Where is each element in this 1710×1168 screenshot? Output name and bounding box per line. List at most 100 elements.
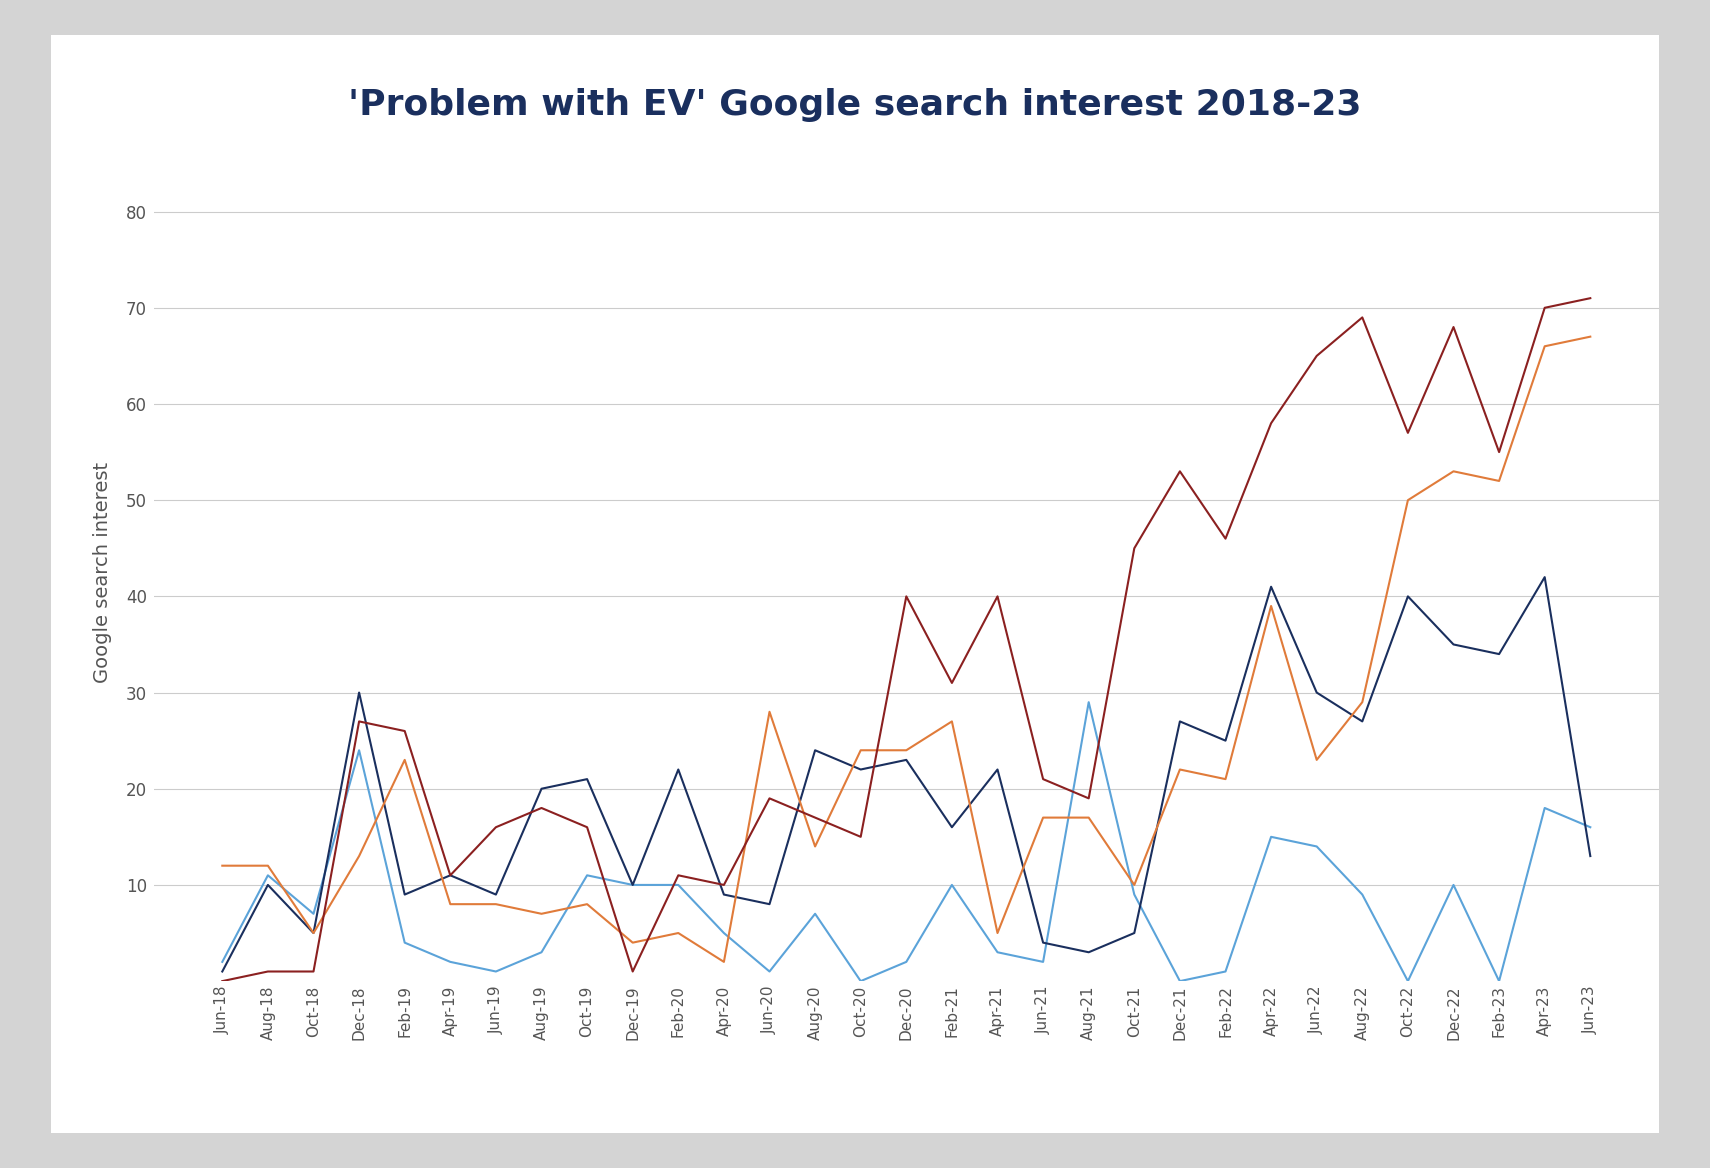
EV expensive	[258, 965, 279, 979]
EV out of range	[1079, 695, 1100, 709]
EV expensive	[669, 868, 689, 882]
EV out of range	[1260, 829, 1281, 843]
Line: EV not charging: EV not charging	[222, 336, 1590, 962]
EV not charging	[1397, 493, 1418, 507]
EV not charging	[486, 897, 506, 911]
EV out of range	[532, 945, 552, 959]
EV expensive	[303, 965, 323, 979]
EV not working	[669, 763, 689, 777]
EV expensive	[1397, 426, 1418, 440]
EV not working	[395, 888, 416, 902]
EV not charging	[850, 743, 870, 757]
EV not working	[1033, 936, 1053, 950]
EV out of range	[759, 965, 780, 979]
EV not charging	[987, 926, 1007, 940]
EV not charging	[669, 926, 689, 940]
EV expensive	[1353, 311, 1373, 325]
EV expensive	[1260, 416, 1281, 430]
EV not charging	[1534, 339, 1554, 353]
Text: 'Problem with EV' Google search interest 2018-23: 'Problem with EV' Google search interest…	[349, 88, 1361, 123]
EV expensive	[1534, 301, 1554, 315]
EV not working	[622, 878, 643, 892]
EV expensive	[1306, 349, 1327, 363]
EV expensive	[850, 829, 870, 843]
Y-axis label: Google search interest: Google search interest	[92, 461, 111, 683]
EV not charging	[349, 849, 369, 863]
EV expensive	[1580, 291, 1601, 305]
EV expensive	[805, 811, 826, 825]
EV expensive	[1079, 792, 1100, 806]
EV not charging	[1033, 811, 1053, 825]
EV out of range	[669, 878, 689, 892]
EV not charging	[395, 753, 416, 767]
EV out of range	[805, 906, 826, 920]
EV not charging	[1353, 695, 1373, 709]
EV not charging	[942, 715, 963, 729]
EV not charging	[1306, 753, 1327, 767]
Line: EV not working: EV not working	[222, 577, 1590, 972]
EV out of range	[1443, 878, 1464, 892]
EV out of range	[349, 743, 369, 757]
EV expensive	[1489, 445, 1510, 459]
EV out of range	[576, 868, 597, 882]
EV out of range	[942, 878, 963, 892]
EV not working	[1079, 945, 1100, 959]
EV not charging	[713, 955, 734, 969]
EV not working	[896, 753, 917, 767]
EV expensive	[759, 792, 780, 806]
EV expensive	[486, 820, 506, 834]
EV not working	[1397, 590, 1418, 604]
EV not charging	[258, 858, 279, 872]
EV not working	[1580, 849, 1601, 863]
EV not working	[258, 878, 279, 892]
EV not charging	[532, 906, 552, 920]
EV out of range	[1534, 801, 1554, 815]
EV not working	[212, 965, 233, 979]
Line: EV out of range: EV out of range	[222, 702, 1590, 981]
EV not working	[1443, 638, 1464, 652]
EV not working	[1353, 715, 1373, 729]
EV not working	[713, 888, 734, 902]
EV expensive	[1123, 541, 1144, 555]
EV not charging	[896, 743, 917, 757]
EV not charging	[303, 926, 323, 940]
EV not charging	[1079, 811, 1100, 825]
EV expensive	[395, 724, 416, 738]
EV expensive	[439, 868, 460, 882]
Line: EV expensive: EV expensive	[222, 298, 1590, 981]
EV expensive	[532, 801, 552, 815]
EV expensive	[576, 820, 597, 834]
EV expensive	[349, 715, 369, 729]
EV out of range	[713, 926, 734, 940]
EV not charging	[622, 936, 643, 950]
EV not charging	[1123, 878, 1144, 892]
EV not working	[759, 897, 780, 911]
EV not charging	[1489, 474, 1510, 488]
EV not charging	[1580, 329, 1601, 343]
EV not working	[1489, 647, 1510, 661]
EV expensive	[1033, 772, 1053, 786]
EV expensive	[896, 590, 917, 604]
EV out of range	[258, 868, 279, 882]
EV not working	[532, 781, 552, 795]
EV out of range	[1353, 888, 1373, 902]
EV not charging	[212, 858, 233, 872]
EV not working	[1306, 686, 1327, 700]
EV out of range	[896, 955, 917, 969]
EV expensive	[987, 590, 1007, 604]
EV not charging	[1260, 599, 1281, 613]
EV expensive	[212, 974, 233, 988]
EV not charging	[439, 897, 460, 911]
EV not working	[1123, 926, 1144, 940]
EV out of range	[486, 965, 506, 979]
EV expensive	[1443, 320, 1464, 334]
EV not working	[1216, 734, 1236, 748]
EV not working	[850, 763, 870, 777]
EV not working	[987, 763, 1007, 777]
EV not charging	[759, 704, 780, 718]
EV out of range	[850, 974, 870, 988]
EV not working	[1170, 715, 1190, 729]
EV out of range	[1123, 888, 1144, 902]
EV not charging	[1216, 772, 1236, 786]
EV out of range	[1489, 974, 1510, 988]
